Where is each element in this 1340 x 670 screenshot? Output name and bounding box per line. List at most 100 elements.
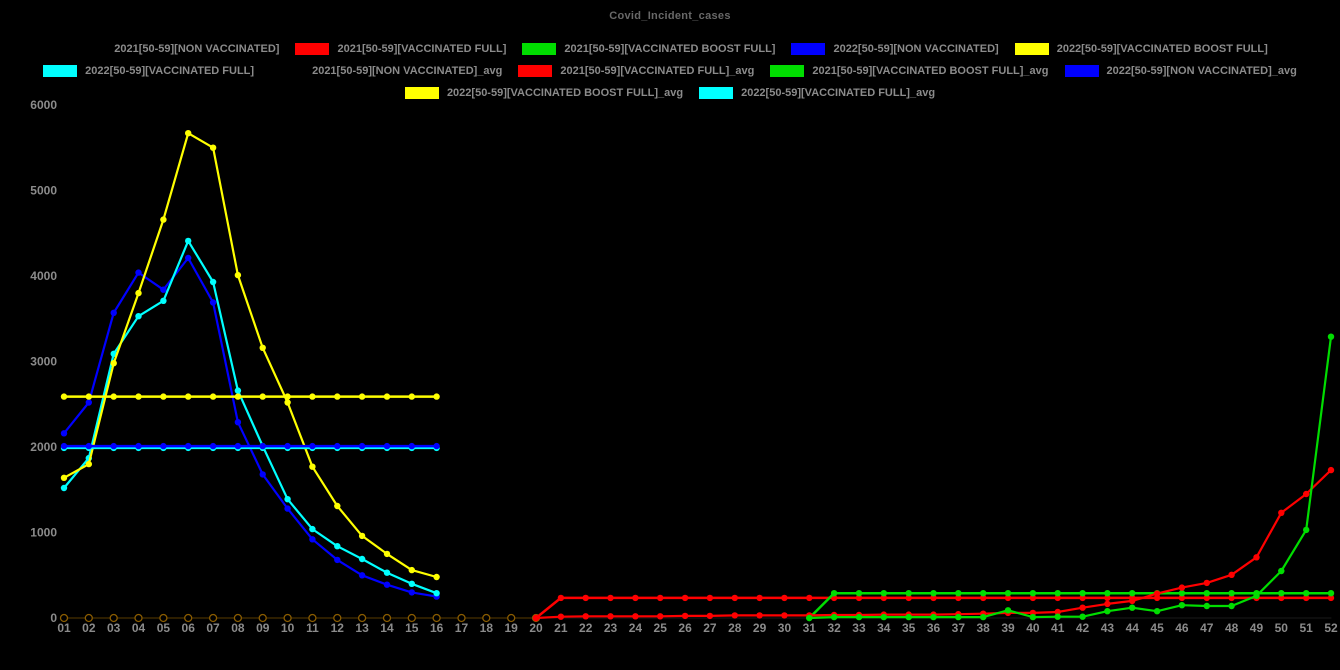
data-point-marker	[185, 442, 192, 450]
data-point-marker	[185, 254, 192, 262]
legend-item[interactable]: 2022[50-59][NON VACCINATED]	[791, 43, 999, 55]
data-point-marker	[582, 613, 589, 620]
data-point-marker	[135, 313, 142, 320]
data-point-marker	[1178, 590, 1186, 597]
data-point-marker	[1278, 594, 1285, 602]
data-point-marker	[1228, 571, 1235, 578]
data-point-marker	[830, 613, 838, 621]
data-point-marker	[160, 286, 167, 293]
data-point-marker	[1203, 579, 1211, 587]
data-point-marker	[135, 442, 142, 450]
data-point-marker	[283, 613, 292, 623]
legend-swatch	[404, 87, 439, 99]
legend-item[interactable]: 2021[50-59][VACCINATED BOOST FULL]	[522, 43, 775, 55]
data-point-marker	[383, 550, 391, 558]
data-point-marker	[1104, 590, 1111, 597]
y-axis-tick-label: 6000	[30, 98, 57, 112]
data-point-marker	[60, 393, 68, 400]
x-axis-tick-label: 15	[405, 621, 419, 635]
data-point-marker	[681, 594, 689, 602]
legend-item[interactable]: 2021[50-59][VACCINATED BOOST FULL]_avg	[770, 65, 1049, 77]
data-point-marker	[1054, 608, 1061, 616]
legend-swatch	[43, 65, 78, 77]
x-axis-tick-label: 40	[1026, 621, 1040, 635]
data-point-marker	[433, 442, 440, 450]
data-point-marker	[408, 580, 415, 587]
data-point-marker	[185, 130, 192, 137]
x-axis-tick-label: 05	[157, 621, 171, 635]
data-point-marker	[830, 590, 838, 597]
legend-item[interactable]: 2021[50-59][VACCINATED FULL]	[295, 43, 506, 55]
data-point-marker	[110, 393, 117, 400]
data-point-marker	[358, 555, 366, 563]
x-axis-tick-label: 19	[504, 621, 518, 635]
legend-item[interactable]: 2021[50-59][NON VACCINATED]	[72, 43, 279, 55]
x-axis-tick-label: 51	[1299, 621, 1313, 635]
data-point-marker	[110, 360, 117, 367]
data-point-marker	[60, 430, 68, 437]
data-point-marker	[60, 442, 68, 450]
data-point-marker	[358, 442, 366, 450]
data-point-marker	[855, 613, 863, 621]
legend-item[interactable]: 2022[50-59][VACCINATED BOOST FULL]_avg	[404, 87, 683, 99]
y-axis-tick-label: 2000	[30, 440, 57, 454]
legend-item[interactable]: 2022[50-59][VACCINATED FULL]	[43, 65, 254, 77]
data-point-marker	[85, 393, 93, 400]
x-axis-tick-label: 26	[678, 621, 692, 635]
series-2022-50-59-vaccinated-full	[60, 237, 440, 597]
data-point-marker	[309, 525, 316, 533]
legend-swatch	[518, 65, 553, 77]
data-point-marker	[1228, 590, 1235, 597]
data-point-marker	[358, 393, 366, 400]
data-point-marker	[1178, 594, 1186, 602]
data-point-marker	[382, 613, 392, 623]
data-point-marker	[1203, 602, 1211, 610]
data-point-marker	[159, 613, 168, 623]
data-point-marker	[258, 613, 267, 623]
data-point-marker	[930, 594, 937, 602]
data-point-marker	[284, 393, 291, 400]
data-point-marker	[110, 309, 117, 316]
data-point-marker	[532, 614, 540, 622]
data-point-marker	[284, 442, 291, 450]
x-axis-tick-label: 25	[654, 621, 668, 635]
legend-swatch	[295, 43, 330, 55]
legend-item[interactable]: 2022[50-59][VACCINATED BOOST FULL]	[1014, 43, 1268, 55]
x-axis-tick-label: 21	[554, 621, 568, 635]
data-point-marker	[1327, 590, 1335, 597]
legend-item[interactable]: 2022[50-59][NON VACCINATED]_avg	[1064, 65, 1297, 77]
x-axis-tick-label: 45	[1150, 621, 1164, 635]
data-point-marker	[234, 387, 242, 394]
legend-item[interactable]: 2022[50-59][VACCINATED FULL]_avg	[699, 87, 935, 99]
data-point-marker	[334, 393, 341, 400]
legend-label: 2021[50-59][VACCINATED BOOST FULL]	[564, 43, 776, 55]
data-point-marker	[607, 613, 614, 620]
data-point-marker	[160, 216, 167, 223]
data-point-marker	[1079, 590, 1086, 597]
data-point-marker	[408, 393, 415, 400]
legend-swatch	[270, 65, 305, 77]
x-axis-tick-label: 17	[455, 621, 469, 635]
data-point-marker	[259, 442, 266, 450]
legend-item[interactable]: 2021[50-59][NON VACCINATED]_avg	[270, 65, 502, 77]
data-point-marker	[880, 590, 887, 597]
data-point-marker	[184, 613, 193, 623]
legend-label: 2022[50-59][NON VACCINATED]	[833, 43, 999, 55]
data-point-marker	[905, 613, 912, 621]
data-point-marker	[1303, 590, 1310, 597]
data-point-marker	[284, 399, 291, 406]
data-point-marker	[85, 460, 93, 468]
x-axis-tick-label: 36	[927, 621, 941, 635]
data-point-marker	[955, 594, 962, 602]
legend: 2021[50-59][NON VACCINATED] 2021[50-59][V…	[0, 38, 1340, 104]
legend-swatch	[699, 87, 734, 99]
data-point-marker	[930, 590, 937, 597]
data-point-marker	[408, 442, 415, 450]
legend-item[interactable]: 2021[50-59][VACCINATED FULL]_avg	[518, 65, 754, 77]
data-point-marker	[358, 532, 366, 540]
legend-swatch	[1064, 65, 1099, 77]
data-point-marker	[1104, 600, 1111, 608]
data-point-marker	[383, 442, 391, 450]
legend-label: 2021[50-59][VACCINATED BOOST FULL]_avg	[812, 65, 1049, 77]
